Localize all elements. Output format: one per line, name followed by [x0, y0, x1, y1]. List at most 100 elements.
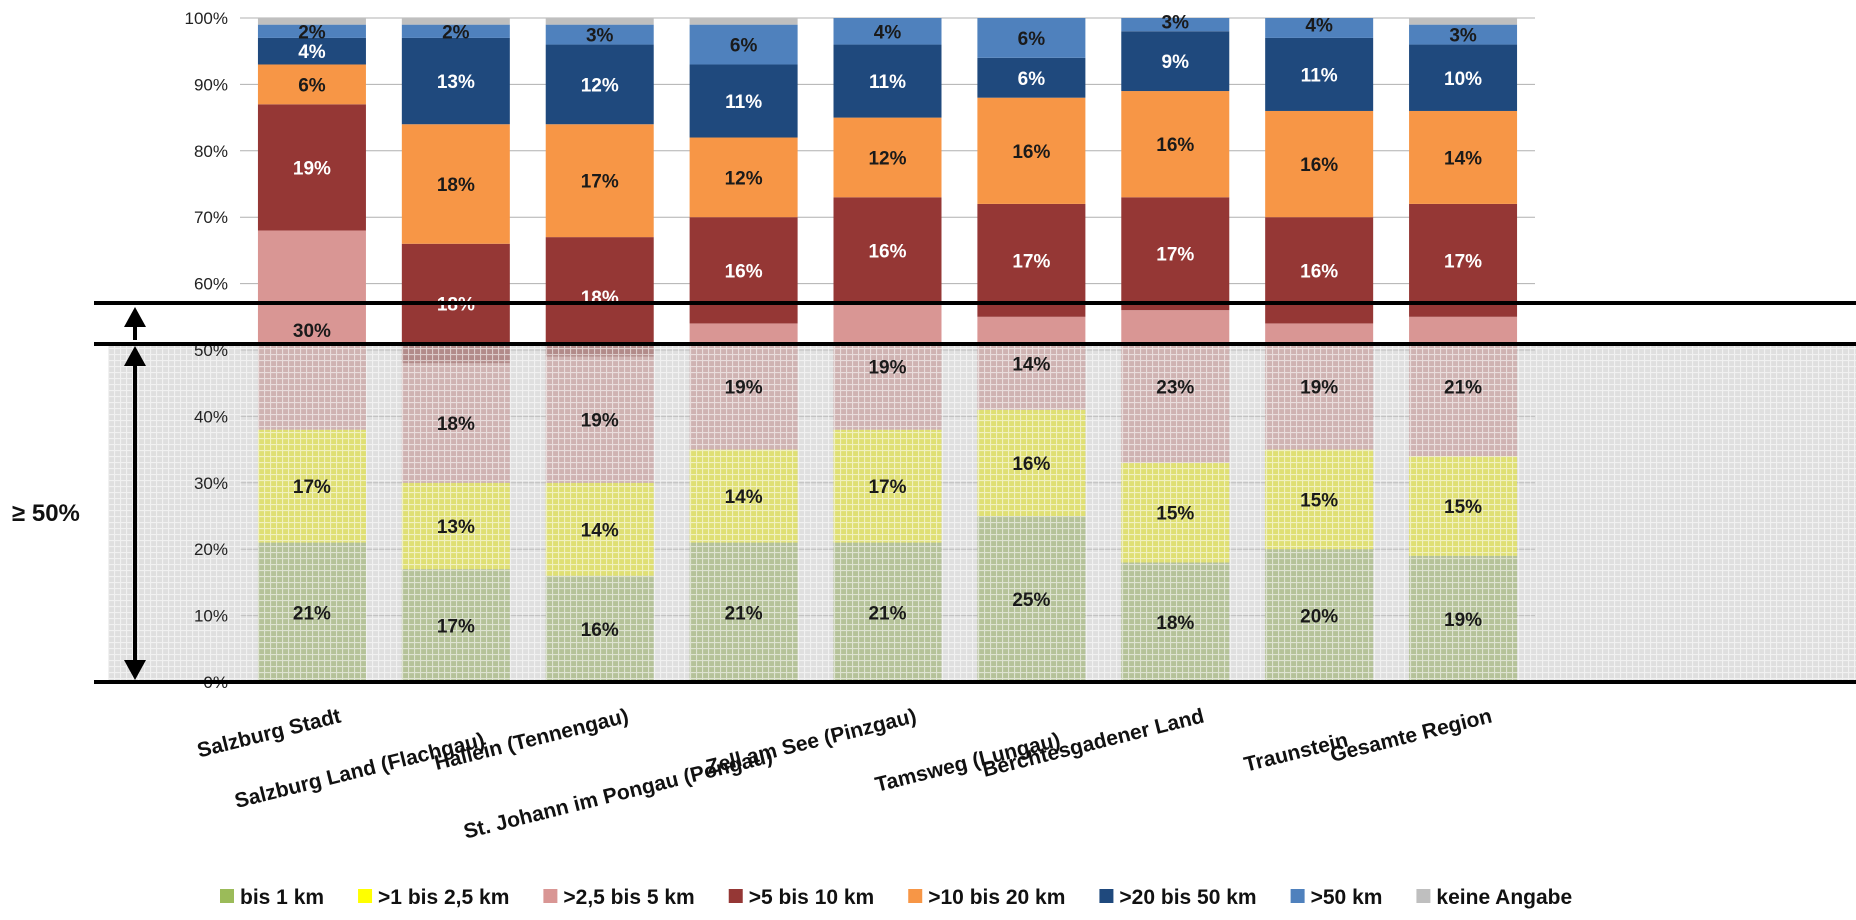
legend-swatch [1416, 889, 1431, 903]
bar-segment [1265, 110, 1374, 218]
bar-segment [545, 18, 654, 25]
bar-segment [833, 44, 942, 118]
data-label: 14% [581, 520, 619, 541]
arrow-head-up [124, 346, 146, 366]
bar-segment [257, 37, 366, 65]
data-label: 18% [437, 295, 475, 316]
data-label: 16% [1300, 261, 1338, 282]
data-label: 4% [298, 42, 326, 63]
bar-segment [689, 24, 798, 65]
category-label: Gesamte Region [1328, 705, 1494, 767]
legend-label: >1 bis 2,5 km [378, 886, 509, 909]
data-label: 16% [1300, 155, 1338, 176]
data-label: 19% [1444, 610, 1482, 631]
data-label: 17% [437, 617, 475, 638]
small-arrow-head [124, 307, 146, 327]
bar-segment [977, 203, 1086, 317]
data-label: 11% [725, 92, 762, 113]
bar-segment [689, 137, 798, 218]
data-label: 6% [298, 75, 326, 96]
bar-segment [545, 237, 654, 357]
category-label: Zell am See (Pinzgau) [704, 705, 919, 780]
data-label: 17% [581, 172, 619, 193]
bar-segment [977, 57, 1086, 98]
data-label: 15% [1300, 490, 1338, 511]
legend-swatch [1290, 889, 1305, 903]
data-label: 16% [1012, 142, 1050, 163]
bar-segment [401, 37, 510, 125]
bar-segment [977, 97, 1086, 204]
data-label: 16% [868, 241, 906, 262]
bar-segment [1265, 217, 1374, 324]
data-label: 18% [437, 175, 475, 196]
bar-segment [689, 18, 798, 25]
data-label: 17% [293, 477, 331, 498]
bar-segment [257, 24, 366, 38]
bracket-label: ≥ 50% [12, 500, 80, 527]
data-label: 19% [293, 158, 331, 179]
data-label: 3% [1449, 26, 1477, 47]
data-label: 19% [725, 378, 763, 399]
data-label: 16% [725, 261, 763, 282]
bar-segment [1121, 91, 1230, 198]
category-label: Salzburg Stadt [195, 705, 343, 763]
bar-segment [1409, 44, 1518, 111]
data-label: 10% [1444, 69, 1482, 90]
bar-segment [977, 18, 1086, 58]
y-tick-label: 20% [194, 540, 228, 559]
data-label: 4% [874, 22, 902, 43]
bar-segment [1265, 37, 1374, 111]
legend-label: keine Angabe [1436, 886, 1572, 909]
bar-segment [257, 18, 366, 25]
legend-label: bis 1 km [240, 886, 324, 909]
data-label: 11% [869, 72, 906, 93]
data-label: 6% [1018, 29, 1046, 50]
data-label: 19% [581, 411, 619, 432]
legend-swatch [543, 889, 558, 903]
arrow-head-down [124, 660, 146, 680]
data-label: 16% [1012, 454, 1050, 475]
bar-segment [833, 197, 942, 304]
bar-segment [401, 18, 510, 25]
bar-segment [689, 64, 798, 138]
y-tick-label: 30% [194, 474, 228, 493]
data-label: 4% [1305, 16, 1333, 37]
bar-segment [1121, 31, 1230, 92]
data-label: 12% [581, 75, 619, 96]
bar-segment [833, 117, 942, 198]
data-label: 18% [581, 288, 619, 309]
data-label: 17% [1012, 251, 1050, 272]
data-label: 23% [1156, 378, 1194, 399]
data-label: 14% [725, 487, 763, 508]
bar-segment [1409, 203, 1518, 317]
legend-swatch [728, 889, 743, 903]
legend-label: >5 bis 10 km [749, 886, 875, 909]
data-label: 20% [1300, 607, 1338, 628]
data-label: 15% [1444, 497, 1482, 518]
y-tick-label: 100% [185, 9, 228, 28]
data-label: 17% [1156, 245, 1194, 266]
bar-segment [545, 44, 654, 125]
bar-segment [401, 24, 510, 38]
legend-swatch [358, 889, 373, 903]
data-label: 16% [581, 620, 619, 641]
data-label: 3% [1162, 12, 1190, 33]
legend-label: >20 bis 50 km [1119, 886, 1256, 909]
data-label: 6% [730, 36, 758, 57]
legend-swatch [220, 889, 234, 903]
bar-segment [257, 64, 366, 105]
data-label: 21% [868, 603, 906, 624]
data-label: 14% [1012, 354, 1050, 375]
y-tick-label: 60% [194, 275, 228, 294]
data-label: 16% [1156, 135, 1194, 156]
data-label: 18% [1156, 613, 1194, 634]
data-label: 25% [1012, 590, 1050, 611]
data-label: 21% [725, 603, 763, 624]
y-tick-label: 90% [194, 75, 228, 94]
data-label: 9% [1162, 52, 1190, 73]
y-tick-label: 70% [194, 208, 228, 227]
data-label: 21% [1444, 378, 1482, 399]
bar-segment [1409, 24, 1518, 45]
y-tick-label: 10% [194, 607, 228, 626]
data-label: 30% [293, 321, 331, 342]
